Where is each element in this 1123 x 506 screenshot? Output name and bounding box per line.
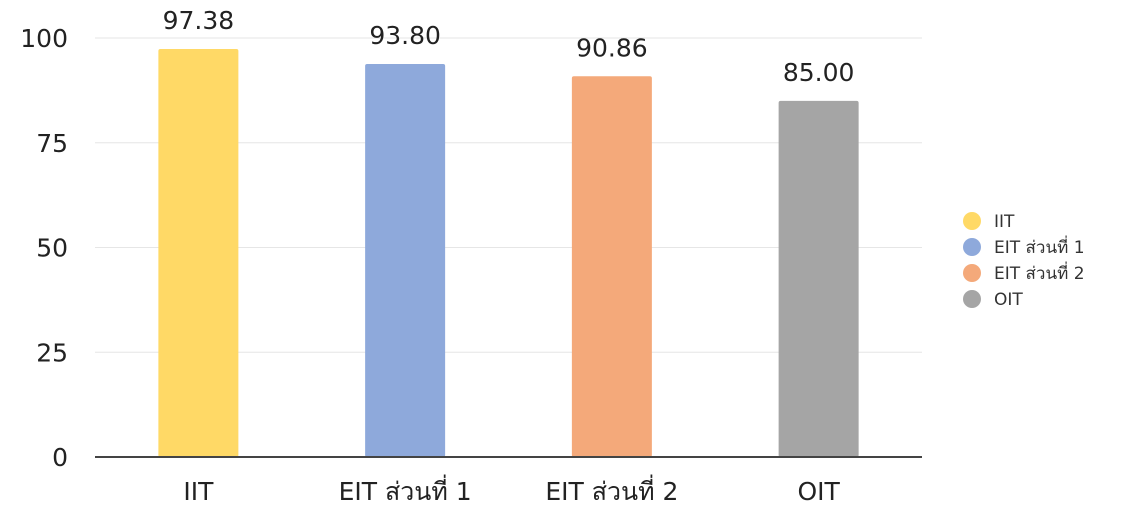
y-tick-label: 100: [20, 24, 68, 53]
legend: IIT EIT ส่วนที่ 1 EIT ส่วนที่ 2 OIT: [963, 212, 1085, 310]
x-category-label: IIT: [183, 477, 214, 506]
data-label: 97.38: [163, 6, 235, 35]
y-tick-label: 75: [36, 129, 68, 158]
bar: [778, 100, 859, 457]
legend-swatch: [963, 238, 981, 256]
legend-label: OIT: [994, 290, 1023, 310]
bars: [158, 48, 859, 458]
legend-swatch: [963, 290, 981, 308]
bar: [158, 48, 239, 458]
legend-label: EIT ส่วนที่ 1: [994, 235, 1085, 258]
legend-label: IIT: [994, 212, 1015, 232]
x-category-label: OIT: [797, 477, 840, 506]
y-tick-label: 25: [36, 338, 68, 367]
legend-swatch: [963, 212, 981, 230]
x-category-label: EIT ส่วนที่ 2: [545, 474, 678, 506]
bar: [571, 76, 652, 457]
y-tick-label: 50: [36, 234, 68, 263]
bar: [365, 63, 446, 458]
legend-label: EIT ส่วนที่ 2: [994, 261, 1085, 284]
x-category-label: EIT ส่วนที่ 1: [339, 474, 472, 506]
y-tick-label: 0: [52, 443, 68, 472]
legend-swatch: [963, 264, 981, 282]
data-label: 90.86: [576, 33, 648, 62]
data-label: 85.00: [783, 58, 855, 87]
x-axis-labels: IIT EIT ส่วนที่ 1 EIT ส่วนที่ 2 OIT: [183, 474, 840, 506]
data-labels: 97.38 93.80 90.86 85.00: [163, 6, 855, 87]
data-label: 93.80: [369, 21, 441, 50]
y-axis-ticks: 0 25 50 75 100: [20, 24, 68, 472]
